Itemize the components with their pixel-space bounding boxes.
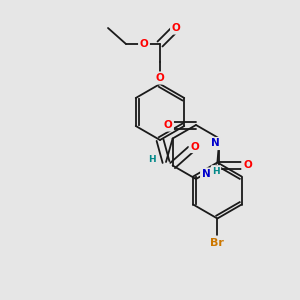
- Text: O: O: [243, 160, 252, 170]
- Text: Br: Br: [210, 238, 224, 248]
- Text: O: O: [156, 73, 164, 83]
- Text: H: H: [212, 167, 220, 176]
- Text: O: O: [164, 120, 172, 130]
- Text: O: O: [172, 23, 180, 33]
- Text: H: H: [148, 155, 156, 164]
- Text: N: N: [202, 169, 210, 179]
- Text: O: O: [190, 142, 199, 152]
- Text: N: N: [211, 139, 220, 148]
- Text: O: O: [140, 39, 148, 49]
